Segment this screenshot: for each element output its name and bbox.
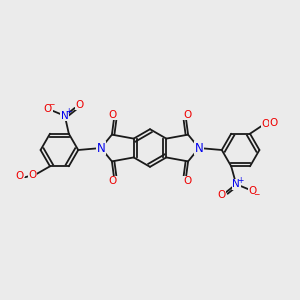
Text: O: O (76, 100, 84, 110)
Text: O: O (28, 170, 36, 180)
Text: −: − (253, 190, 259, 200)
Text: O: O (183, 176, 191, 186)
Text: +: + (237, 176, 243, 185)
Text: N: N (232, 179, 240, 189)
Text: N: N (97, 142, 105, 154)
Text: O: O (15, 171, 23, 181)
Text: O: O (44, 104, 52, 114)
Text: N: N (195, 142, 203, 154)
Text: O: O (270, 118, 278, 128)
Text: −: − (48, 100, 54, 109)
Text: O: O (109, 110, 117, 120)
Text: O: O (249, 186, 257, 196)
Text: –: – (22, 174, 25, 180)
Text: N: N (61, 111, 69, 121)
Text: O: O (183, 110, 191, 120)
Text: O: O (262, 119, 270, 129)
Text: methoxy: methoxy (22, 183, 28, 184)
Text: O: O (109, 176, 117, 186)
Text: +: + (66, 107, 72, 116)
Text: O: O (217, 190, 225, 200)
